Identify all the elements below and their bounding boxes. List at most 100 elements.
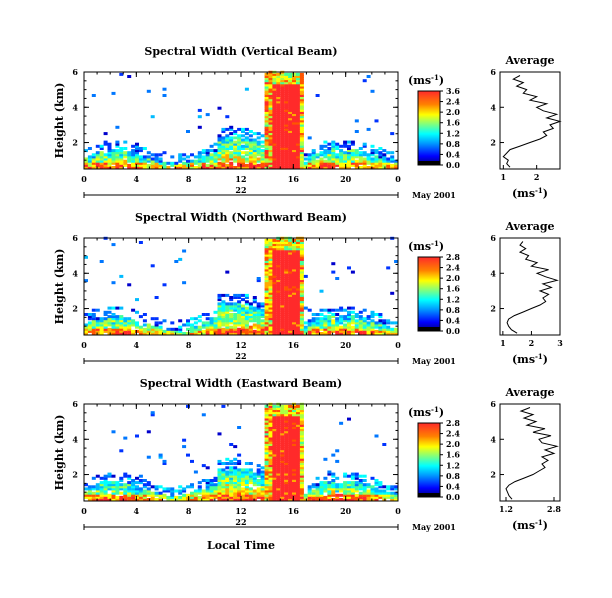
colorbar-tick-label: 0.4 <box>446 481 460 491</box>
average-title: Average <box>504 54 554 67</box>
x-tick-label: 12 <box>235 506 246 516</box>
average-x-label: (ms-1) <box>512 518 548 532</box>
average-frame <box>499 237 561 336</box>
colorbar-tick-label: 0.8 <box>446 139 460 149</box>
colorbar-unit: (ms-1) <box>408 239 444 253</box>
y-tick-label: 4 <box>72 102 78 112</box>
average-y-tick-label: 2 <box>490 304 496 314</box>
y-axis-label: Height (km) <box>53 249 66 325</box>
average-y-tick-label: 6 <box>490 67 496 77</box>
average-frame <box>499 403 561 502</box>
average-title: Average <box>504 220 554 233</box>
colorbar-tick-label: 1.2 <box>446 128 460 138</box>
date-month: May 2001 <box>412 356 456 366</box>
colorbar-tick-label: 0.8 <box>446 305 460 315</box>
average-x-tick-label: 1 <box>501 172 507 182</box>
x-tick-label: 16 <box>288 174 300 184</box>
average-x-tick-label: 3 <box>557 338 563 348</box>
colorbar-tick-label: 2.0 <box>446 107 460 117</box>
date-month: May 2001 <box>412 522 456 532</box>
average-frame <box>499 71 561 170</box>
x-tick-label: 4 <box>134 174 140 184</box>
average-x-label: (ms-1) <box>512 186 548 200</box>
y-tick-label: 4 <box>72 268 78 278</box>
x-tick-label: 20 <box>340 506 352 516</box>
y-tick-label: 6 <box>72 233 78 243</box>
date-day: 22 <box>235 517 246 527</box>
average-profile-line <box>506 241 559 334</box>
colorbar-tick-label: 1.2 <box>446 460 460 470</box>
average-x-tick-label: 2 <box>529 338 535 348</box>
date-day: 22 <box>235 185 246 195</box>
y-tick-label: 2 <box>72 470 78 480</box>
x-tick-label: 20 <box>340 340 352 350</box>
y-tick-label: 2 <box>72 138 78 148</box>
date-day: 22 <box>235 351 246 361</box>
x-tick-label: 8 <box>186 340 192 350</box>
x-tick-label: 16 <box>288 340 300 350</box>
colorbar <box>417 422 441 498</box>
x-tick-label: 16 <box>288 506 300 516</box>
x-tick-label: 4 <box>134 506 140 516</box>
x-tick-label: 0 <box>395 340 401 350</box>
colorbar-tick-label: 2.4 <box>446 429 460 439</box>
average-title: Average <box>504 386 554 399</box>
colorbar-tick-label: 1.6 <box>446 450 460 460</box>
colorbar-tick-label: 0.4 <box>446 149 460 159</box>
date-month: May 2001 <box>412 190 456 200</box>
average-x-tick-label: 2.8 <box>547 504 561 514</box>
colorbar-tick-label: 0.0 <box>446 160 460 170</box>
average-x-label: (ms-1) <box>512 352 548 366</box>
average-y-tick-label: 2 <box>490 470 496 480</box>
x-tick-label: 12 <box>235 340 246 350</box>
average-profile-line <box>505 407 559 500</box>
heatmap-cells <box>84 402 399 501</box>
x-tick-label: 8 <box>186 174 192 184</box>
x-tick-label: 0 <box>395 506 401 516</box>
colorbar-tick-label: 2.8 <box>446 418 460 428</box>
x-tick-label: 20 <box>340 174 352 184</box>
x-tick-label: 0 <box>81 340 87 350</box>
x-tick-label: 4 <box>134 340 140 350</box>
y-axis-label: Height (km) <box>53 83 66 159</box>
x-tick-label: 0 <box>81 174 87 184</box>
colorbar-tick-label: 0.8 <box>446 471 460 481</box>
chart-title: Spectral Width (Northward Beam) <box>135 211 347 224</box>
colorbar-tick-label: 2.0 <box>446 439 460 449</box>
colorbar-tick-label: 1.6 <box>446 118 460 128</box>
colorbar-tick-label: 1.2 <box>446 294 460 304</box>
chart-title: Spectral Width (Eastward Beam) <box>140 377 342 390</box>
average-y-tick-label: 4 <box>490 268 496 278</box>
colorbar-tick-label: 2.4 <box>446 97 460 107</box>
y-axis-label: Height (km) <box>53 415 66 491</box>
y-tick-label: 2 <box>72 304 78 314</box>
colorbar-tick-label: 0.4 <box>446 315 460 325</box>
average-y-tick-label: 6 <box>490 233 496 243</box>
colorbar-unit: (ms-1) <box>408 405 444 419</box>
x-axis-label: Local Time <box>207 539 275 552</box>
colorbar-tick-label: 2.8 <box>446 252 460 262</box>
average-x-tick-label: 1.2 <box>499 504 513 514</box>
colorbar <box>417 90 441 166</box>
colorbar-tick-label: 2.0 <box>446 273 460 283</box>
colorbar <box>417 256 441 332</box>
average-y-tick-label: 4 <box>490 102 496 112</box>
y-tick-label: 6 <box>72 399 78 409</box>
panel-2: Spectral Width (Eastward Beam) 0 4 8 12 16 20 0… <box>53 377 561 552</box>
colorbar-unit: (ms-1) <box>408 73 444 87</box>
average-x-tick-label: 2 <box>534 172 540 182</box>
average-y-tick-label: 2 <box>490 138 496 148</box>
x-tick-label: 12 <box>235 174 246 184</box>
x-tick-label: 8 <box>186 506 192 516</box>
chart-title: Spectral Width (Vertical Beam) <box>144 45 337 58</box>
colorbar-tick-label: 2.4 <box>446 263 460 273</box>
colorbar-tick-label: 0.0 <box>446 326 460 336</box>
average-profile-line <box>502 75 562 168</box>
y-tick-label: 4 <box>72 434 78 444</box>
heatmap-cells <box>84 70 399 169</box>
colorbar-tick-label: 0.0 <box>446 492 460 502</box>
panel-0: Spectral Width (Vertical Beam)0 4 8 12 16 20 0… <box>53 45 562 200</box>
average-y-tick-label: 4 <box>490 434 496 444</box>
heatmap-cells <box>84 236 399 335</box>
